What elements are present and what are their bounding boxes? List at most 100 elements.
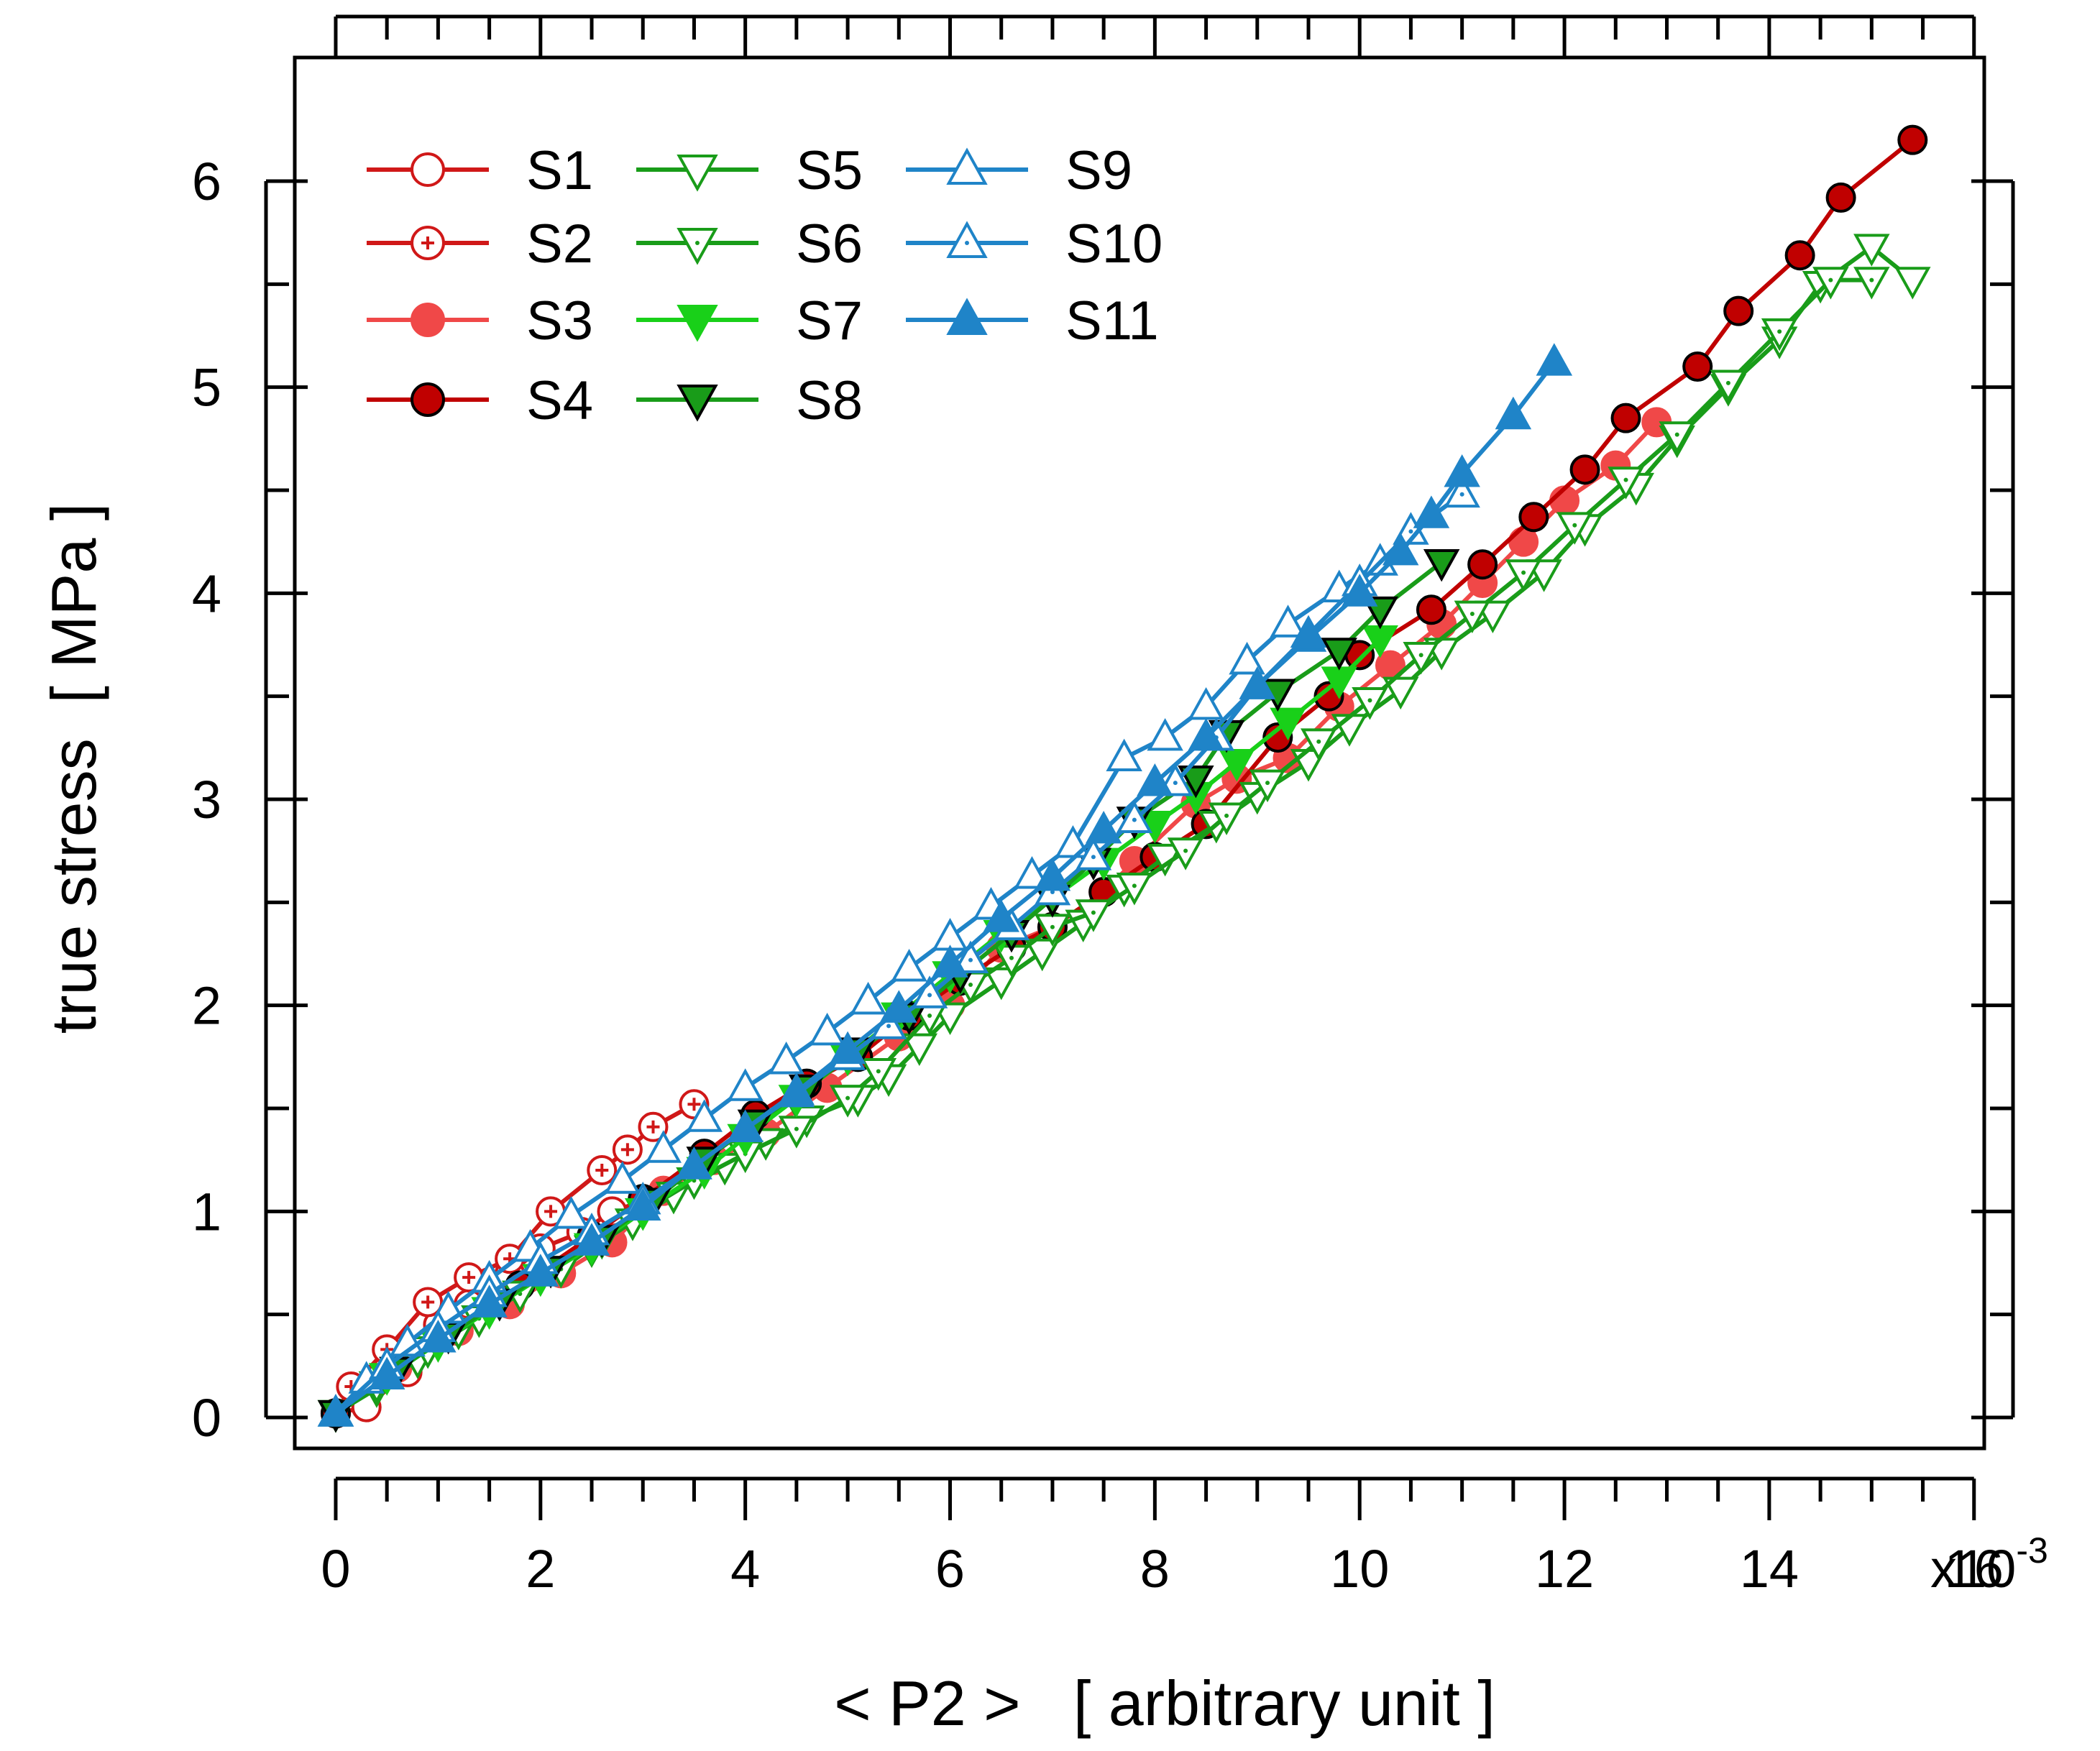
data-point bbox=[946, 221, 988, 258]
data-point-dot bbox=[1009, 955, 1014, 960]
data-point bbox=[1682, 351, 1713, 382]
data-point bbox=[1761, 318, 1798, 351]
data-point bbox=[911, 975, 948, 1008]
data-point bbox=[1188, 717, 1224, 751]
data-point bbox=[1416, 594, 1446, 625]
plot-frame bbox=[293, 55, 1986, 1451]
data-point bbox=[1085, 810, 1122, 844]
data-point bbox=[1444, 454, 1480, 487]
data-point-dot bbox=[1674, 432, 1679, 437]
data-point-dot bbox=[1316, 739, 1321, 744]
data-point bbox=[1034, 858, 1071, 891]
legend-item-s1: S1 bbox=[367, 140, 593, 201]
legend-item-s3: S3 bbox=[367, 290, 593, 351]
data-point bbox=[1897, 124, 1928, 155]
data-point-dot bbox=[1132, 817, 1137, 822]
data-point-dot bbox=[1132, 883, 1137, 888]
data-point bbox=[1853, 267, 1890, 300]
data-point-dot bbox=[1572, 523, 1577, 528]
data-point bbox=[1116, 800, 1153, 834]
data-point bbox=[686, 1099, 723, 1132]
data-point bbox=[1147, 717, 1183, 751]
data-point bbox=[553, 1196, 590, 1229]
data-point bbox=[1106, 738, 1142, 772]
data-point-dot bbox=[1725, 380, 1730, 385]
legend-item-s2: S2 bbox=[367, 213, 593, 275]
data-point bbox=[1784, 240, 1815, 271]
data-point-dot bbox=[1828, 277, 1833, 282]
x-tick-label: 4 bbox=[730, 1539, 760, 1599]
series-s11 bbox=[317, 343, 1573, 1427]
legend-label: S5 bbox=[796, 140, 863, 201]
data-point bbox=[1219, 749, 1255, 782]
data-point bbox=[829, 1031, 866, 1065]
data-point-dot bbox=[1367, 698, 1372, 703]
data-point bbox=[1249, 769, 1286, 803]
data-point-dot bbox=[695, 241, 700, 245]
data-point bbox=[1321, 638, 1357, 671]
y-tick-label: 1 bbox=[192, 1182, 221, 1241]
data-point-dot bbox=[1173, 781, 1178, 786]
data-point bbox=[1403, 641, 1439, 675]
legend-label: S11 bbox=[1065, 290, 1159, 351]
data-point bbox=[983, 899, 1019, 932]
data-point bbox=[368, 1356, 405, 1390]
data-point bbox=[860, 1058, 897, 1091]
legend-label: S2 bbox=[526, 213, 593, 275]
data-point bbox=[1894, 267, 1931, 300]
x-axis-exponent-base: x10 bbox=[1930, 1539, 2016, 1599]
y-tick-label: 0 bbox=[192, 1388, 221, 1448]
data-point bbox=[1444, 474, 1480, 508]
legend-label: S10 bbox=[1065, 213, 1163, 275]
data-point-dot bbox=[968, 983, 973, 987]
data-point bbox=[1610, 403, 1641, 433]
x-tick-label: 0 bbox=[321, 1539, 350, 1599]
data-point bbox=[778, 1072, 815, 1106]
data-point bbox=[932, 945, 968, 978]
data-point bbox=[317, 1394, 354, 1427]
data-point bbox=[1812, 267, 1849, 300]
data-point bbox=[420, 1320, 457, 1353]
data-point bbox=[1239, 666, 1276, 699]
data-point bbox=[677, 305, 718, 342]
data-point bbox=[676, 1146, 712, 1180]
data-point-dot bbox=[1050, 924, 1055, 929]
legend-label: S1 bbox=[526, 140, 593, 201]
data-point bbox=[1382, 532, 1419, 566]
x-tick-label: 2 bbox=[526, 1539, 555, 1599]
y-tick-label: 4 bbox=[192, 564, 221, 623]
data-point-dot bbox=[968, 957, 973, 962]
data-point bbox=[768, 1042, 804, 1075]
data-point bbox=[1075, 837, 1112, 870]
data-point bbox=[829, 1085, 866, 1118]
data-point-dot bbox=[845, 1095, 850, 1100]
data-point bbox=[1508, 526, 1539, 557]
legend-label: S6 bbox=[796, 213, 863, 275]
data-point bbox=[901, 1033, 938, 1067]
legend-label: S9 bbox=[1065, 140, 1132, 201]
data-point bbox=[1825, 182, 1856, 213]
x-axis-title: < P2 > [ arbitrary unit ] bbox=[834, 1668, 1495, 1739]
data-point bbox=[1352, 687, 1388, 720]
data-point bbox=[1710, 369, 1747, 403]
legend-item-s4: S4 bbox=[367, 370, 593, 431]
x-tick-label: 6 bbox=[935, 1539, 965, 1599]
data-point bbox=[1413, 495, 1450, 528]
x-axis-exponent-power: -3 bbox=[2016, 1530, 2048, 1571]
series-layer bbox=[317, 124, 1931, 1433]
data-point bbox=[1137, 763, 1173, 796]
data-point bbox=[1270, 707, 1306, 741]
data-point-dot bbox=[1459, 492, 1464, 497]
y-tick-label: 6 bbox=[192, 152, 221, 211]
data-point-dot bbox=[1224, 813, 1229, 818]
x-tick-label: 10 bbox=[1330, 1539, 1389, 1599]
data-point bbox=[677, 155, 718, 192]
data-point-dot bbox=[876, 1069, 881, 1074]
data-point bbox=[1569, 454, 1600, 485]
data-point bbox=[1518, 502, 1549, 533]
data-point bbox=[1024, 938, 1060, 972]
data-point bbox=[522, 1254, 559, 1287]
data-point bbox=[881, 990, 917, 1023]
data-point bbox=[411, 152, 445, 187]
